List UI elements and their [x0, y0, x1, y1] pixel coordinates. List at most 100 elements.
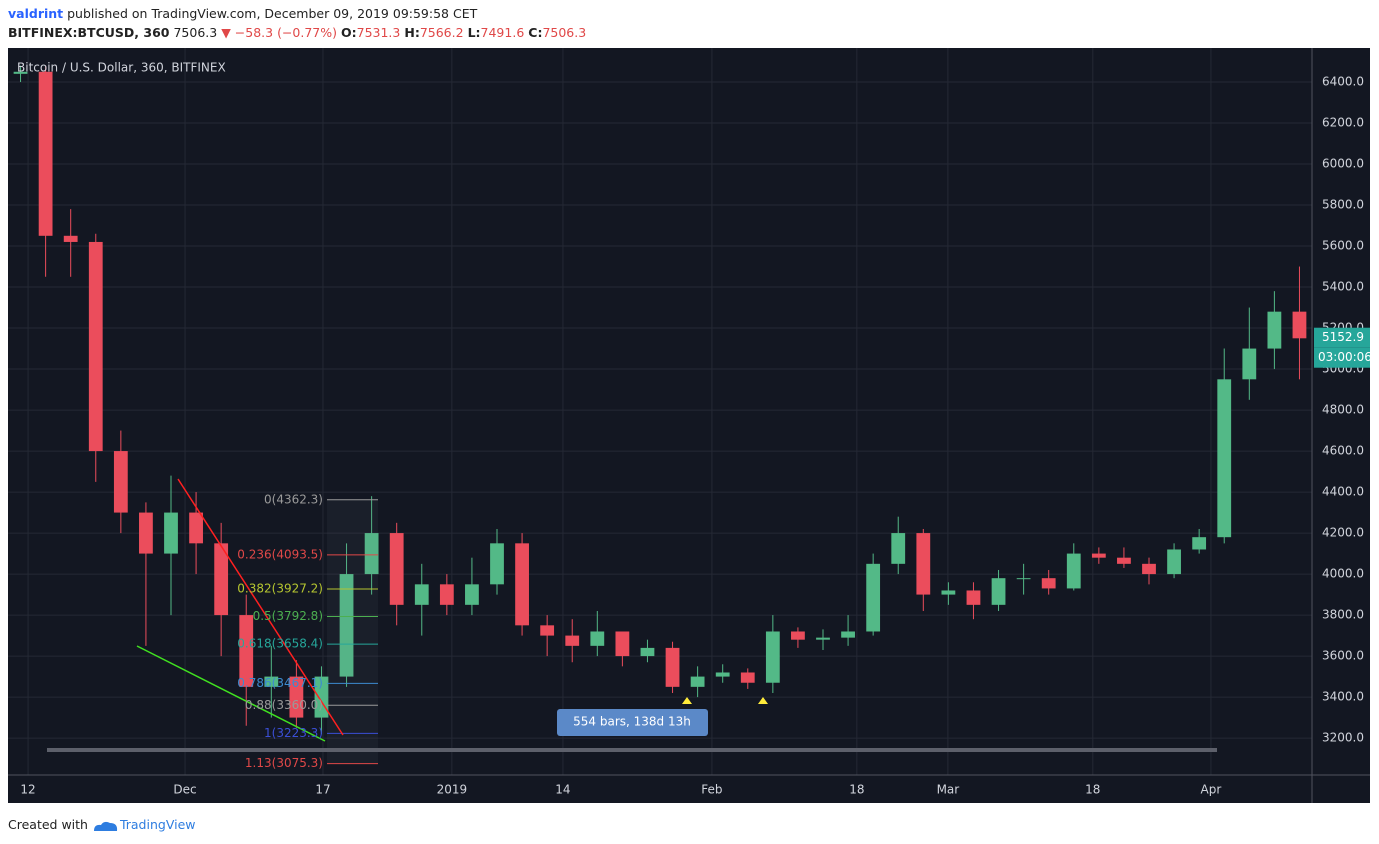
- fib-label: 0.236(4093.5): [237, 547, 323, 561]
- candle-body: [139, 512, 153, 554]
- trend-line[interactable]: [177, 478, 344, 736]
- author[interactable]: valdrint: [8, 6, 64, 21]
- marker[interactable]: [758, 697, 768, 704]
- candle-body: [189, 512, 203, 544]
- fib-label: 0.786(3467.1): [237, 676, 323, 690]
- candle-body: [891, 533, 906, 564]
- candle-body: [1041, 578, 1056, 589]
- fib-label: 0.5(3792.8): [253, 609, 323, 623]
- brand[interactable]: TradingView: [119, 817, 196, 832]
- candle-body: [590, 631, 605, 646]
- candle-body: [439, 584, 454, 605]
- y-tick-label: 3400.0: [1322, 690, 1364, 704]
- y-tick-label: 5400.0: [1322, 280, 1364, 294]
- fib-label: 0(4362.3): [264, 492, 323, 506]
- x-tick-label: Mar: [937, 783, 960, 797]
- change: ▼ −58.3 (−0.77%): [221, 25, 338, 40]
- y-tick-label: 6000.0: [1322, 157, 1364, 171]
- range-bar[interactable]: [47, 748, 1217, 752]
- ohlc-key: L:: [467, 25, 481, 40]
- candle-body: [540, 625, 555, 636]
- y-tick-label: 4600.0: [1322, 444, 1364, 458]
- candle-body: [640, 647, 655, 657]
- fib-label: 1.13(3075.3): [245, 756, 323, 770]
- header-line: valdrint published on TradingView.com, D…: [8, 6, 477, 21]
- candle-body: [565, 635, 580, 646]
- marker[interactable]: [682, 697, 692, 704]
- candle-body: [490, 543, 504, 585]
- y-tick-label: 3200.0: [1322, 731, 1364, 745]
- candle-body: [515, 543, 529, 626]
- fib-zone: [327, 499, 378, 764]
- candle-body: [113, 451, 128, 513]
- chart-background: [8, 48, 1370, 803]
- y-tick-label: 4000.0: [1322, 567, 1364, 581]
- candle-body: [88, 241, 103, 452]
- trend-line[interactable]: [136, 645, 326, 742]
- ohlc-value: 7506.3: [542, 25, 587, 40]
- candle-body: [13, 71, 28, 74]
- candle-body: [264, 676, 279, 687]
- candle-body: [164, 512, 178, 554]
- candle-body: [289, 676, 304, 718]
- candle-body: [1117, 557, 1131, 564]
- x-tick-label: 2019: [437, 783, 468, 797]
- ohlc-value: 7491.6: [480, 25, 525, 40]
- fib-label: 0.618(3658.4): [237, 637, 323, 651]
- x-tick-label: Apr: [1201, 783, 1222, 797]
- y-tick-label: 4400.0: [1322, 485, 1364, 499]
- y-tick-label: 3800.0: [1322, 608, 1364, 622]
- candle-body: [465, 584, 479, 605]
- candle-body: [1066, 553, 1081, 589]
- candle-body: [866, 563, 881, 632]
- price: 7506.3: [173, 25, 218, 40]
- fib-label: 0.382(3927.2): [237, 582, 323, 596]
- symbol: BITFINEX:BTCUSD, 360: [8, 25, 170, 40]
- candle-body: [991, 578, 1006, 605]
- footer: Created with TradingView: [8, 817, 195, 833]
- x-tick-label: Feb: [701, 783, 722, 797]
- candle-body: [690, 676, 705, 687]
- footer-text: Created with: [8, 817, 88, 832]
- candle-body: [966, 590, 981, 605]
- candle-body: [1192, 537, 1207, 550]
- candle-body: [214, 543, 229, 616]
- candle-body: [740, 672, 755, 683]
- x-tick-label: 18: [1085, 783, 1100, 797]
- candle-body: [615, 631, 630, 657]
- logo: [93, 821, 118, 831]
- x-tick-label: Dec: [173, 783, 196, 797]
- candle-body: [389, 533, 404, 605]
- x-tick-label: 18: [849, 783, 864, 797]
- chart-title: Bitcoin / U.S. Dollar, 360, BITFINEX: [17, 61, 226, 75]
- ohlc-key: O:: [341, 25, 357, 40]
- countdown-label: 03:00:06: [1318, 350, 1372, 364]
- published: published on TradingView.com, December 0…: [67, 6, 478, 21]
- fib-label: 1(3223.3): [264, 726, 323, 740]
- y-tick-label: 3600.0: [1322, 649, 1364, 663]
- measure-label: 554 bars, 138d 13h: [573, 715, 691, 729]
- candle-body: [715, 672, 730, 677]
- countdown-tag: [1314, 347, 1370, 368]
- candle-body: [916, 533, 931, 595]
- candle-body: [816, 637, 830, 640]
- x-tick-label: 17: [315, 783, 330, 797]
- y-tick-label: 5800.0: [1322, 198, 1364, 212]
- candle-body: [1267, 311, 1282, 349]
- measure-box[interactable]: [557, 709, 708, 736]
- y-tick-label: 5600.0: [1322, 239, 1364, 253]
- price-tag: [1314, 327, 1370, 348]
- candle-body: [339, 574, 354, 677]
- symbol-line: BITFINEX:BTCUSD, 360 7506.3 ▼ −58.3 (−0.…: [8, 25, 586, 40]
- ohlc-key: H:: [404, 25, 420, 40]
- ohlc-key: C:: [528, 25, 543, 40]
- y-tick-label: 6400.0: [1322, 75, 1364, 89]
- ohlc-value: 7531.3: [356, 25, 401, 40]
- ohlc-value: 7566.2: [419, 25, 464, 40]
- fib-label: 0.88(3360.0): [245, 698, 323, 712]
- candle-body: [63, 235, 78, 242]
- candle-body: [791, 631, 805, 640]
- candle-body: [941, 590, 956, 595]
